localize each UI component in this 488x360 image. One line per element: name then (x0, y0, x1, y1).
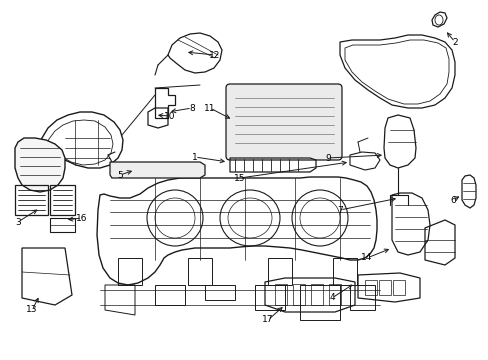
Text: 1: 1 (192, 153, 198, 162)
Text: 4: 4 (328, 293, 334, 302)
Text: 14: 14 (361, 253, 372, 262)
Text: 3: 3 (15, 217, 21, 226)
Text: 6: 6 (449, 195, 455, 204)
Text: 15: 15 (234, 174, 245, 183)
FancyBboxPatch shape (225, 84, 341, 160)
Text: 16: 16 (76, 213, 87, 222)
Text: 13: 13 (26, 306, 38, 315)
Text: 10: 10 (164, 112, 175, 121)
Polygon shape (15, 138, 65, 192)
Text: 11: 11 (204, 104, 215, 113)
Polygon shape (110, 162, 204, 178)
Text: 7: 7 (336, 206, 342, 215)
Text: 8: 8 (189, 104, 195, 113)
Text: 2: 2 (451, 37, 457, 46)
Text: 5: 5 (117, 171, 122, 180)
Text: 9: 9 (325, 153, 330, 162)
Text: 17: 17 (262, 315, 273, 324)
Text: 12: 12 (209, 50, 220, 59)
